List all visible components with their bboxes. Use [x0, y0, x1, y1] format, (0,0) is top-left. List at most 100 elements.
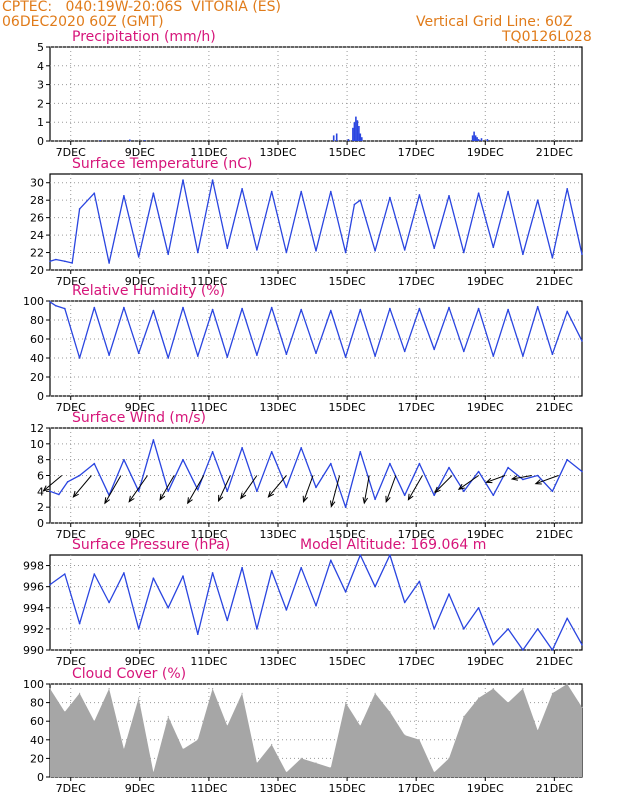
data-point [49, 301, 51, 303]
y-tick-label: 100 [23, 678, 44, 691]
data-point [389, 196, 391, 199]
data-point [123, 748, 125, 750]
data-point [359, 308, 362, 311]
data-point [78, 208, 81, 210]
data-point [167, 253, 169, 256]
panel-title: Cloud Cover (%) [72, 666, 186, 682]
data-point [108, 262, 110, 264]
data-point [507, 702, 509, 704]
data-point [167, 490, 169, 493]
data-point [566, 188, 568, 190]
wind-arrow-head [407, 493, 414, 501]
x-date-label: 15DEC [329, 401, 366, 414]
data-point [448, 195, 450, 197]
data-point [374, 498, 376, 501]
wind-arrow-shaft [486, 475, 506, 483]
data-point [551, 353, 554, 356]
panel-cloud: 0 20 40 60 80 100 7DEC 9DEC 11DEC 13DEC 15DEC 17DEC… [23, 666, 583, 795]
y-tick-label: 40 [30, 734, 44, 747]
data-point [256, 628, 258, 630]
data-point [93, 306, 96, 309]
wind-arrow-shaft [43, 475, 63, 492]
y-tick-label: 30 [30, 177, 44, 190]
data-point [433, 247, 436, 249]
x-date-label: 9DEC [125, 401, 155, 414]
data-point [270, 190, 273, 193]
data-point [71, 262, 73, 264]
x-date-label: 17DEC [398, 146, 435, 159]
x-date-label: 21DEC [536, 146, 573, 159]
data-point [78, 622, 81, 625]
data-point [123, 195, 125, 197]
data-point [212, 688, 214, 690]
y-tick-label: 12 [30, 422, 44, 435]
x-date-label: 21DEC [536, 401, 573, 414]
data-point [285, 771, 287, 774]
data-point [78, 474, 81, 477]
data-point [182, 306, 184, 309]
data-point [285, 353, 288, 356]
x-date-label: 19DEC [467, 655, 504, 668]
panel-precip: 0 1 2 3 4 5 7DEC 9DEC 11DEC 13DEC 15DEC 17DEC 19DEC 2… [37, 29, 583, 159]
panel-title: Precipitation (mm/h) [72, 29, 216, 45]
wind-arrow-shaft [303, 475, 314, 502]
precip-bar [335, 133, 338, 141]
wind-arrow-shaft [512, 475, 532, 480]
y-tick-label: 20 [30, 752, 44, 765]
y-tick-label: 998 [23, 560, 44, 573]
precip-bar [486, 139, 489, 141]
x-date-label: 17DEC [398, 275, 435, 288]
panel-pres: 990 992 994 996 998 7DEC 9DEC 11DEC 13DEC 15DEC 17… [23, 537, 583, 668]
x-date-label: 21DEC [536, 782, 573, 795]
x-date-label: 11DEC [190, 401, 227, 414]
y-tick-label: 0 [37, 135, 44, 148]
data-point [152, 439, 155, 441]
x-date-label: 9DEC [125, 655, 155, 668]
wind-arrow-shaft [268, 475, 287, 498]
y-tick-label: 2 [37, 97, 44, 110]
data-point [330, 559, 332, 562]
data-point [241, 447, 243, 449]
data-point [463, 490, 465, 493]
data-point [137, 628, 140, 630]
data-point [197, 355, 199, 357]
data-point [536, 628, 539, 630]
x-date-label: 19DEC [467, 782, 504, 795]
data-point [197, 739, 199, 741]
x-date-label: 11DEC [190, 528, 227, 541]
data-point [537, 729, 539, 732]
x-date-label: 21DEC [536, 528, 573, 541]
data-point [536, 305, 539, 308]
precip-bar [355, 116, 357, 141]
data-point [152, 577, 155, 579]
x-date-label: 15DEC [329, 528, 366, 541]
precip-bar [358, 126, 360, 141]
wind-arrow-shaft [407, 475, 423, 500]
y-tick-label: 6 [37, 470, 44, 483]
data-point [403, 601, 406, 604]
data-point [226, 619, 229, 622]
data-point [581, 706, 583, 708]
series-line [49, 179, 583, 264]
data-point [353, 203, 356, 206]
y-tick-label: 26 [30, 212, 44, 225]
data-point [551, 692, 554, 694]
y-tick-label: 996 [23, 581, 44, 594]
data-point [211, 179, 214, 181]
data-point [182, 575, 184, 577]
x-date-label: 11DEC [190, 782, 227, 795]
x-date-label: 15DEC [329, 146, 366, 159]
plot-frame [49, 554, 583, 651]
y-tick-label: 100 [23, 295, 44, 308]
wind-arrow-shaft [363, 475, 370, 504]
data-point [123, 458, 125, 461]
panel-temp: 20 22 24 26 28 30 7DEC 9DEC 11DEC 13DEC 15DEC 17DEC… [30, 156, 583, 288]
panel-title: Surface Wind (m/s) [72, 410, 206, 426]
x-date-label: 7DEC [56, 146, 86, 159]
data-point [271, 743, 273, 746]
data-point [197, 251, 199, 254]
y-tick-label: 22 [30, 247, 44, 260]
wind-arrow-head [362, 497, 369, 505]
data-point [137, 256, 140, 258]
data-point [64, 573, 66, 575]
